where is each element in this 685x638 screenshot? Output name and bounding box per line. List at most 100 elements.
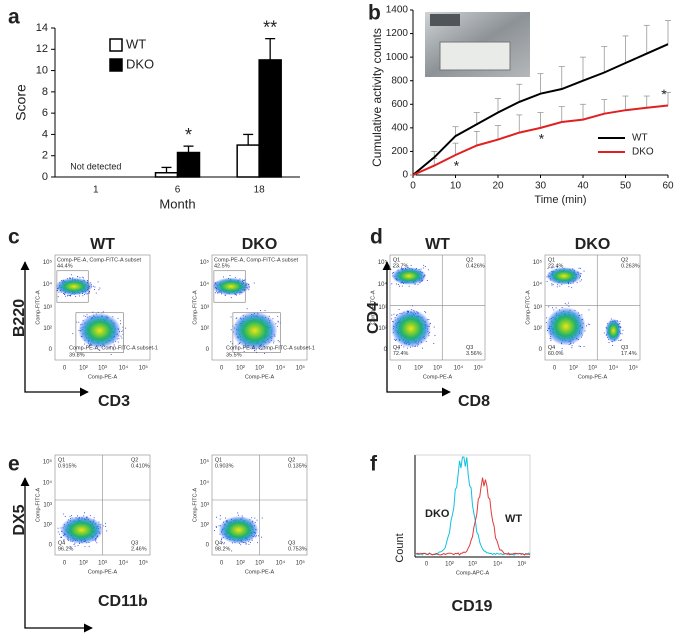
event-dot (77, 276, 78, 278)
histogram-ylabel: Count (394, 533, 406, 562)
event-dot (587, 323, 589, 325)
y-tick-label: 10² (43, 326, 52, 332)
density-blob (218, 516, 259, 544)
event-dot (425, 340, 427, 342)
event-dot (571, 347, 573, 349)
event-dot (403, 346, 405, 348)
event-dot (97, 311, 99, 313)
x-tick-label: 10² (236, 366, 245, 372)
event-dot (246, 308, 248, 310)
y-axis-title: Comp-FITC-A (525, 290, 531, 325)
plot-title: DKO (242, 236, 278, 253)
y-tick-label: 14 (36, 22, 48, 34)
event-dot (225, 517, 226, 519)
x-tick-label: 10⁴ (276, 365, 286, 372)
x-axis-label: Time (min) (534, 194, 586, 206)
plot-frame (389, 254, 486, 361)
event-dot (78, 321, 80, 323)
quadrant-percent: 0.915% (58, 463, 77, 469)
event-dot (424, 311, 426, 312)
quadrant-name: Q4 (393, 345, 400, 351)
y-tick-label: 10⁴ (378, 281, 388, 288)
y-tick-label: 10⁴ (200, 480, 210, 487)
event-dot (423, 264, 425, 266)
y-tick-label: 10³ (200, 305, 209, 311)
histogram-curve (414, 456, 531, 556)
y-tick-label: 2 (42, 150, 48, 162)
x-tick-label: 60 (662, 181, 674, 192)
event-dot (230, 297, 232, 299)
event-dot (71, 515, 72, 517)
event-dot (231, 343, 233, 345)
x-tick-label: 0 (425, 562, 429, 568)
event-dot (401, 285, 403, 287)
event-dot (92, 285, 94, 287)
event-dot (272, 318, 274, 320)
event-dot (83, 315, 85, 317)
y-tick-label: 0 (384, 347, 388, 353)
event-dot (555, 307, 557, 309)
event-dot (621, 333, 623, 335)
annotation: Not detected (70, 161, 121, 171)
event-dot (422, 347, 423, 349)
y-tick-label: 0 (539, 347, 543, 353)
x-axis-title: Comp-PE-A (245, 374, 275, 380)
marker-label: B220 (11, 299, 28, 337)
event-dot (230, 329, 232, 331)
event-dot (433, 343, 435, 344)
event-dot (87, 293, 89, 294)
event-dot (217, 292, 218, 294)
quadrant-percent: 96.2% (58, 546, 74, 552)
event-dot (618, 340, 620, 341)
gate (213, 270, 246, 303)
bar (176, 151, 201, 178)
event-dot (391, 314, 393, 316)
event-dot (251, 517, 253, 519)
quadrant-name: Q1 (548, 258, 555, 264)
dot-plot (212, 275, 281, 354)
event-dot (73, 544, 75, 545)
dot-plot (545, 266, 624, 352)
event-dot (230, 316, 232, 318)
event-dot (550, 340, 552, 341)
event-dot (72, 333, 74, 335)
event-dot (84, 512, 85, 514)
event-dot (557, 284, 559, 286)
plot-title: WT (90, 236, 115, 253)
event-dot (245, 542, 247, 544)
event-dot (250, 542, 251, 543)
event-dot (89, 292, 90, 294)
event-dot (273, 342, 275, 344)
event-dot (75, 321, 77, 323)
event-dot (620, 339, 622, 341)
event-dot (244, 279, 245, 281)
event-dot (551, 267, 553, 269)
event-dot (393, 338, 395, 340)
event-dot (277, 320, 279, 322)
event-dot (234, 276, 236, 278)
y-tick-label: 10⁴ (43, 480, 53, 487)
event-dot (412, 305, 413, 307)
quadrant-name: Q1 (393, 258, 400, 264)
x-tick-label: 10⁵ (629, 365, 639, 372)
plot-frame (54, 254, 151, 361)
event-dot (396, 283, 397, 285)
event-dot (546, 281, 548, 282)
event-dot (248, 289, 250, 291)
event-dot (603, 332, 605, 334)
quadrant-percent: 98.2% (215, 546, 231, 552)
x-tick-label: 0 (220, 561, 224, 567)
y-tick-label: 0 (49, 543, 53, 549)
event-dot (561, 307, 563, 308)
event-dot (67, 295, 68, 297)
event-dot (231, 550, 233, 552)
x-tick-label: 10² (569, 366, 578, 372)
marker-label: CD11b (98, 593, 148, 610)
event-dot (622, 329, 624, 331)
event-dot (93, 517, 95, 519)
x-tick-label: 10³ (468, 562, 477, 568)
event-dot (273, 340, 275, 342)
y-tick-label: 10² (533, 326, 542, 332)
event-dot (86, 293, 88, 295)
